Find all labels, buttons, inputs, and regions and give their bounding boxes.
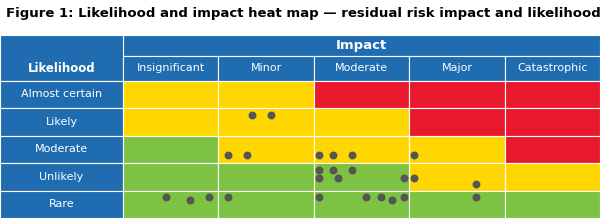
Bar [505, 191, 600, 218]
Bar [0, 35, 123, 81]
Point [314, 196, 323, 199]
Point [400, 196, 409, 199]
Bar [123, 35, 600, 56]
Text: Almost certain: Almost certain [21, 89, 102, 99]
Text: Major: Major [442, 63, 472, 73]
Bar [123, 191, 218, 218]
Bar [0, 163, 123, 191]
Bar [218, 56, 314, 81]
Point [471, 196, 481, 199]
Bar [218, 81, 314, 108]
Text: Rare: Rare [49, 199, 74, 209]
Point [185, 198, 194, 202]
Text: Unlikely: Unlikely [40, 172, 83, 182]
Point [376, 196, 385, 199]
Point [361, 196, 371, 199]
Bar [409, 108, 505, 136]
Point [161, 196, 171, 199]
Point [409, 153, 419, 157]
Point [409, 176, 419, 180]
Bar [505, 108, 600, 136]
Bar [314, 163, 409, 191]
Point [347, 153, 357, 157]
Bar [505, 81, 600, 108]
Bar [314, 108, 409, 136]
Bar [0, 108, 123, 136]
Text: Insignificant: Insignificant [137, 63, 205, 73]
Text: Moderate: Moderate [335, 63, 388, 73]
Bar [123, 56, 218, 81]
Bar [218, 191, 314, 218]
Bar [314, 81, 409, 108]
Bar [409, 191, 505, 218]
Bar [314, 56, 409, 81]
Bar [123, 136, 218, 163]
Point [328, 168, 338, 172]
Bar [0, 191, 123, 218]
Bar [123, 108, 218, 136]
Point [223, 196, 233, 199]
Bar [409, 81, 505, 108]
Bar [0, 81, 123, 108]
Bar [314, 136, 409, 163]
Point [347, 168, 357, 172]
Bar [314, 191, 409, 218]
Point [387, 198, 397, 202]
Text: Impact: Impact [336, 39, 387, 52]
Point [328, 153, 338, 157]
Bar [123, 163, 218, 191]
Bar [123, 81, 218, 108]
Point [242, 153, 252, 157]
Point [266, 113, 275, 117]
Bar [409, 136, 505, 163]
Point [471, 182, 481, 185]
Point [333, 176, 343, 180]
Text: Catastrophic: Catastrophic [517, 63, 587, 73]
Text: Likelihood: Likelihood [28, 62, 95, 75]
Bar [409, 56, 505, 81]
Text: Likely: Likely [46, 117, 77, 127]
Bar [218, 108, 314, 136]
Point [204, 196, 214, 199]
Point [400, 176, 409, 180]
Text: Moderate: Moderate [35, 144, 88, 154]
Text: Minor: Minor [250, 63, 282, 73]
Bar [218, 136, 314, 163]
Point [314, 153, 323, 157]
Bar [505, 56, 600, 81]
Point [314, 168, 323, 172]
Point [314, 176, 323, 180]
Point [223, 153, 233, 157]
Bar [218, 163, 314, 191]
Bar [409, 163, 505, 191]
Bar [505, 163, 600, 191]
Bar [505, 136, 600, 163]
Text: Figure 1: Likelihood and impact heat map — residual risk impact and likelihood: Figure 1: Likelihood and impact heat map… [6, 7, 600, 20]
Point [247, 113, 257, 117]
Bar [0, 136, 123, 163]
